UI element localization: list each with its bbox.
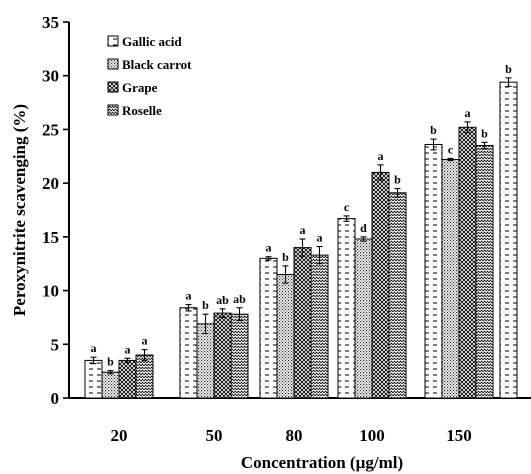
bar-gallic-acid-150: [424, 143, 443, 399]
bar-roselle-80: [310, 254, 329, 399]
bar-gallic-acid-80: [259, 257, 278, 399]
legend-swatch: [107, 104, 119, 116]
significance-label: b: [107, 355, 114, 369]
significance-label: a: [317, 231, 323, 245]
bar-roselle-20: [135, 354, 154, 399]
significance-label: c: [344, 200, 350, 214]
bar-grape-150: [458, 126, 477, 399]
y-tick-label: 20: [42, 174, 59, 193]
legend-swatch: [107, 35, 119, 47]
bar-black-carrot-50: [196, 323, 215, 399]
legend-label: Roselle: [122, 103, 162, 118]
bar-black-carrot-150: [441, 159, 460, 399]
bar-roselle-50: [230, 313, 249, 399]
x-tick-label: 50: [206, 426, 223, 445]
y-tick-label: 0: [51, 389, 60, 408]
significance-label: a: [125, 342, 131, 356]
bar-black-carrot-80: [276, 273, 295, 399]
significance-label: a: [300, 223, 306, 237]
y-tick-label: 15: [42, 228, 59, 247]
significance-label: a: [142, 334, 148, 348]
legend: Gallic acid Black carrot Grape Roselle: [107, 34, 192, 118]
x-tick-label: 150: [446, 426, 472, 445]
bar-gallic-acid-extra: [499, 81, 518, 399]
legend-label: Gallic acid: [122, 34, 182, 49]
y-tick-label: 30: [42, 67, 59, 86]
y-axis-title: Peroxynitrite scavenging (%): [10, 104, 29, 316]
significance-label: b: [481, 126, 488, 140]
x-tick-label: 100: [359, 426, 385, 445]
significance-label: ab: [216, 293, 229, 307]
legend-label: Grape: [122, 80, 158, 95]
significance-label: a: [91, 341, 97, 355]
y-tick-label: 35: [42, 13, 59, 32]
x-tick-label: 80: [286, 426, 303, 445]
legend-swatch: [107, 58, 119, 70]
bar-grape-100: [371, 171, 390, 399]
bar-grape-80: [293, 247, 312, 399]
significance-label: c: [448, 142, 454, 156]
significance-label: ab: [233, 292, 246, 306]
significance-label: a: [378, 149, 384, 163]
significance-label: a: [465, 106, 471, 120]
significance-label: a: [266, 241, 272, 255]
y-tick-label: 25: [42, 120, 59, 139]
x-ticks: 20 50 80 100 150: [111, 426, 472, 445]
legend-swatch: [107, 81, 119, 93]
y-tick-label: 5: [51, 335, 60, 354]
significance-label: a: [186, 289, 192, 303]
bar-gallic-acid-50: [179, 307, 198, 399]
significance-label: b: [505, 62, 512, 76]
y-tick-label: 10: [42, 282, 59, 301]
bar-roselle-100: [388, 192, 407, 399]
significance-label: b: [430, 123, 437, 137]
bar-black-carrot-20: [101, 371, 120, 399]
significance-label: b: [202, 298, 209, 312]
significance-label: b: [282, 250, 289, 264]
bar-gallic-acid-100: [337, 218, 356, 399]
significance-label: b: [394, 173, 401, 187]
x-axis-title: Concentration (µg/ml): [241, 453, 403, 472]
significance-label: d: [360, 221, 367, 235]
y-ticks: 0 5 10 15 20 25 30 35: [42, 13, 69, 408]
bar-grape-50: [213, 312, 232, 399]
bar-gallic-acid-20: [84, 359, 103, 399]
bar-roselle-150: [475, 145, 494, 399]
bar-black-carrot-100: [354, 238, 373, 399]
x-tick-label: 20: [111, 426, 128, 445]
legend-label: Black carrot: [122, 57, 192, 72]
bar-grape-20: [118, 359, 137, 399]
